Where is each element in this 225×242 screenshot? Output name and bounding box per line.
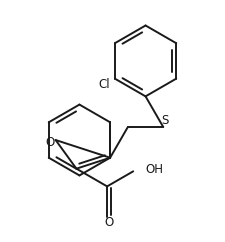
Text: S: S [161,114,169,127]
Text: OH: OH [146,163,164,176]
Text: O: O [104,216,113,229]
Text: O: O [46,136,55,149]
Text: Cl: Cl [98,78,110,91]
